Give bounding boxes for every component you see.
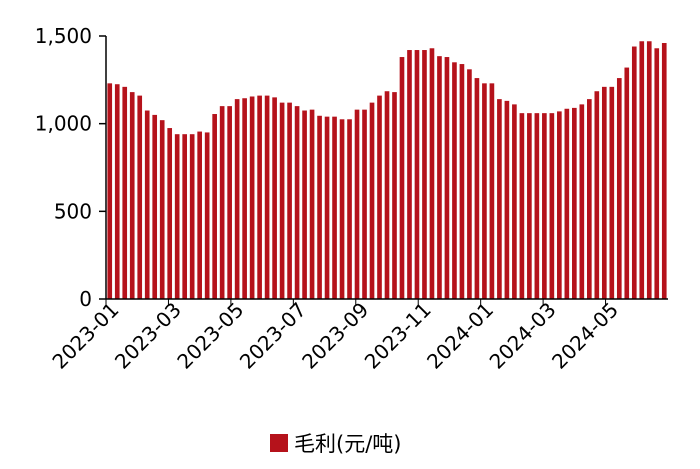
bar <box>234 99 240 300</box>
x-tick-label: 2023-03 <box>110 298 186 374</box>
bar <box>182 134 188 299</box>
bar <box>422 50 427 299</box>
bar <box>189 134 195 299</box>
bar <box>459 64 465 299</box>
y-axis: 0 500 1,000 1,500 <box>35 24 107 311</box>
y-tick-label: 1,000 <box>35 112 92 136</box>
bar <box>504 100 510 300</box>
bar <box>527 113 532 300</box>
bar <box>129 92 135 299</box>
bar <box>497 99 502 300</box>
bar <box>137 95 143 299</box>
bar <box>437 56 442 299</box>
bar <box>339 119 345 299</box>
x-tick-label: 2024-01 <box>422 298 498 374</box>
bar <box>407 50 412 299</box>
y-tick-label: 500 <box>54 199 92 223</box>
bar <box>579 104 585 299</box>
bars-group <box>107 41 667 300</box>
bar <box>264 95 270 299</box>
bar <box>369 102 375 299</box>
bar <box>601 86 607 299</box>
bar <box>377 95 382 299</box>
bar <box>167 128 173 299</box>
bar <box>594 91 600 299</box>
bar <box>609 86 615 299</box>
bar <box>564 108 570 299</box>
bar <box>429 48 435 299</box>
bar <box>257 95 262 299</box>
bar <box>212 114 217 300</box>
bar <box>654 48 660 299</box>
legend: 毛利(元/吨) <box>270 428 401 458</box>
bar <box>444 57 450 299</box>
bar <box>399 57 405 299</box>
bar <box>549 113 555 300</box>
bar <box>482 83 487 299</box>
bar <box>287 102 292 299</box>
bar <box>519 113 525 300</box>
bar <box>279 102 285 299</box>
bar <box>294 106 300 299</box>
bar <box>332 116 337 300</box>
legend-label: 毛利(元/吨) <box>294 432 402 456</box>
bar <box>219 106 225 299</box>
bar <box>144 110 150 300</box>
bar <box>174 134 180 299</box>
x-tick-label: 2023-11 <box>360 298 436 374</box>
bar <box>392 92 397 299</box>
bar <box>227 106 232 299</box>
bar <box>384 91 390 299</box>
bar <box>534 113 540 300</box>
x-tick-label: 2024-05 <box>547 298 623 374</box>
bar <box>631 46 637 299</box>
bar <box>362 109 367 299</box>
y-tick-label: 0 <box>79 287 92 311</box>
bar <box>159 120 165 299</box>
bar <box>639 41 645 299</box>
bar <box>587 99 592 300</box>
bar <box>414 50 420 299</box>
bar <box>542 113 547 300</box>
bar <box>452 62 457 299</box>
bar <box>354 109 360 299</box>
bar <box>309 109 315 299</box>
bar <box>624 67 630 299</box>
bar <box>249 96 255 300</box>
bar <box>646 41 652 299</box>
x-axis: 2023-012023-032023-052023-072023-092023-… <box>47 298 668 374</box>
bar <box>557 111 562 299</box>
bar <box>204 132 210 299</box>
x-tick-label: 2023-07 <box>235 298 311 374</box>
bar <box>324 116 330 300</box>
bar <box>512 104 517 299</box>
x-tick-label: 2023-05 <box>172 298 248 374</box>
bar <box>197 131 202 299</box>
bar <box>302 110 307 300</box>
bar <box>272 97 277 300</box>
legend-swatch <box>270 434 288 452</box>
bar <box>317 115 322 299</box>
bar <box>467 69 472 299</box>
bar <box>616 78 622 299</box>
bar <box>347 119 352 299</box>
bar <box>474 78 480 299</box>
bar <box>122 86 128 299</box>
bar <box>242 98 247 300</box>
x-tick-label: 2024-03 <box>485 298 561 374</box>
bar <box>661 43 667 300</box>
bar <box>489 83 495 299</box>
y-tick-label: 1,500 <box>35 24 92 48</box>
bar <box>107 83 113 299</box>
bar <box>572 107 577 299</box>
bar <box>152 114 158 300</box>
bar <box>114 84 120 299</box>
x-tick-label: 2023-09 <box>297 298 373 374</box>
